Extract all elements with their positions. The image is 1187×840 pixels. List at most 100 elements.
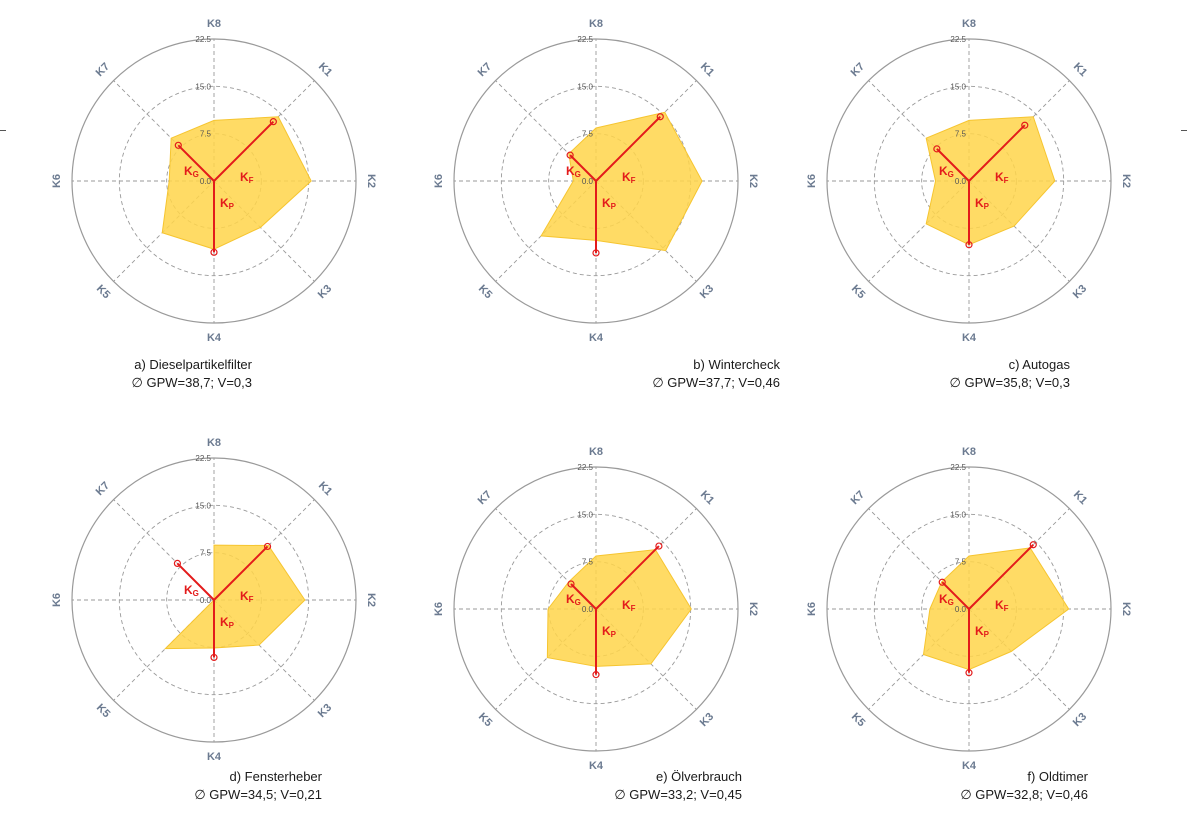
k-label-f: KF	[240, 170, 254, 185]
k-vector-marker-p	[592, 249, 600, 257]
axis-label-k4: K4	[962, 760, 977, 772]
axis-label-k5: K5	[849, 711, 867, 729]
k-vector-g	[941, 581, 970, 610]
k-label-subscript: F	[1004, 176, 1009, 185]
k-label-g: KG	[184, 164, 199, 179]
k-label-main: K	[566, 592, 575, 606]
axis-label-k6: K6	[806, 602, 818, 616]
radial-tick-label: 15.0	[577, 510, 593, 519]
radial-tick-label: 15.0	[195, 501, 211, 510]
radial-tick-label: 15.0	[950, 510, 966, 519]
k-label-g: KG	[939, 164, 954, 179]
caption-stats: ∅ GPW=35,8; V=0,3	[949, 375, 1070, 390]
axis-label-k5: K5	[94, 702, 112, 720]
radial-tick-label: 7.5	[955, 558, 967, 567]
axis-label-k7: K7	[849, 489, 867, 507]
k-label-subscript: P	[984, 630, 990, 639]
k-vector-marker-f	[1029, 541, 1037, 549]
k-label-main: K	[240, 170, 249, 184]
caption-f: f) Oldtimer ∅ GPW=32,8; V=0,46	[930, 768, 1088, 804]
caption-stats: ∅ GPW=38,7; V=0,3	[131, 375, 252, 390]
k-vector-marker-g	[566, 151, 574, 159]
radial-tick-label: 22.5	[577, 35, 593, 44]
k-label-main: K	[622, 170, 631, 184]
k-label-subscript: G	[575, 170, 581, 179]
axis-label-k6: K6	[433, 602, 445, 616]
k-vector-marker-g	[173, 559, 182, 568]
axis-label-k8: K8	[207, 18, 221, 30]
caption-title: e) Ölverbrauch	[656, 769, 742, 784]
caption-c: c) Autogas ∅ GPW=35,8; V=0,3	[930, 356, 1070, 392]
k-vector-g	[177, 144, 215, 182]
k-label-subscript: P	[611, 202, 617, 211]
k-label-subscript: F	[249, 595, 254, 604]
caption-a: a) Dieselpartikelfilter ∅ GPW=38,7; V=0,…	[112, 356, 252, 392]
axis-label-k8: K8	[207, 437, 221, 449]
k-vector-marker-f	[655, 542, 663, 550]
k-label-subscript: P	[229, 621, 235, 630]
k-label-subscript: P	[984, 202, 990, 211]
k-vector-f	[213, 120, 275, 182]
axis-label-k3: K3	[1071, 711, 1089, 729]
k-label-subscript: F	[631, 604, 636, 613]
axis-label-k7: K7	[476, 489, 494, 507]
axis-label-k2: K2	[747, 174, 759, 188]
k-vector-marker-p	[965, 241, 973, 249]
axis-label-k2: K2	[365, 174, 377, 188]
radial-tick-label: 22.5	[950, 463, 966, 472]
k-label-p: KP	[602, 196, 617, 211]
k-vector-marker-p	[592, 671, 600, 679]
k-label-p: KP	[220, 196, 235, 211]
axis-label-k4: K4	[589, 760, 604, 772]
axis-label-k7: K7	[476, 61, 494, 79]
k-label-main: K	[995, 598, 1004, 612]
caption-stats: ∅ GPW=33,2; V=0,45	[614, 787, 742, 802]
k-vector-marker-g	[933, 145, 941, 153]
k-vector-marker-f	[269, 118, 277, 126]
caption-title: c) Autogas	[1008, 357, 1070, 372]
axis-label-k3: K3	[316, 283, 334, 301]
axis-label-k8: K8	[962, 446, 976, 458]
k-vector-f	[968, 124, 1026, 182]
data-polygon	[164, 544, 306, 650]
k-vector-marker-p	[210, 653, 218, 662]
k-label-main: K	[939, 592, 948, 606]
k-label-main: K	[995, 170, 1004, 184]
axis-label-k4: K4	[589, 332, 604, 344]
caption-d: d) Fensterheber ∅ GPW=34,5; V=0,21	[162, 768, 322, 804]
axis-label-k5: K5	[94, 283, 112, 301]
axis-label-k3: K3	[1071, 283, 1089, 301]
k-vector-marker-g	[938, 578, 946, 586]
k-vector-f	[595, 116, 661, 182]
radial-tick-label: 0.0	[955, 605, 967, 614]
k-label-subscript: G	[948, 170, 954, 179]
axis-label-k6: K6	[806, 174, 818, 188]
k-vector-g	[570, 583, 597, 610]
axis-label-k4: K4	[962, 332, 977, 344]
data-polygon	[925, 116, 1056, 246]
axis-label-k2: K2	[365, 593, 377, 607]
k-vector-marker-f	[263, 542, 272, 551]
k-label-main: K	[622, 598, 631, 612]
k-label-p: KP	[975, 196, 990, 211]
right-edge-tick	[1181, 130, 1187, 131]
k-label-f: KF	[240, 589, 254, 604]
k-label-g: KG	[566, 592, 581, 607]
k-label-main: K	[240, 589, 249, 603]
k-label-subscript: G	[193, 170, 199, 179]
radial-tick-label: 22.5	[950, 35, 966, 44]
k-label-g: KG	[939, 592, 954, 607]
k-vector-f	[213, 545, 269, 601]
radial-tick-label: 7.5	[582, 130, 594, 139]
caption-title: b) Wintercheck	[693, 357, 780, 372]
axis-label-k6: K6	[51, 593, 63, 607]
k-vector-marker-g	[174, 141, 182, 149]
k-label-main: K	[975, 196, 984, 210]
k-label-subscript: G	[193, 589, 199, 598]
axis-label-k1: K1	[316, 480, 334, 498]
k-label-main: K	[220, 196, 229, 210]
